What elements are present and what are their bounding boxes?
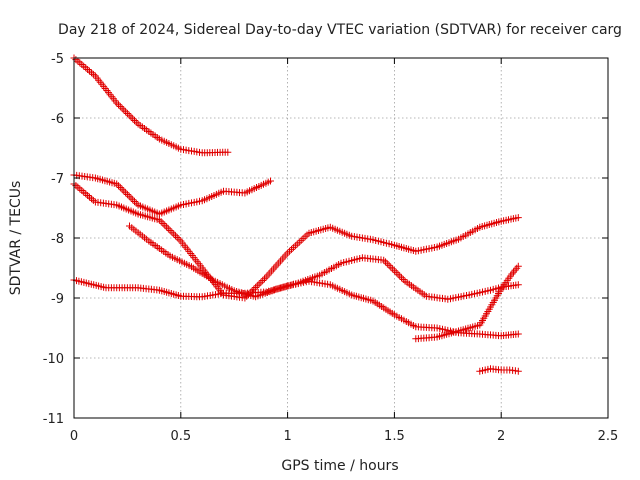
- data-point: [129, 196, 137, 204]
- tick-labels: 0 0.5 1 1.5 2 2.5 -11 -10 -9 -8 -7 -6 -5: [43, 52, 619, 444]
- data-point: [398, 274, 405, 282]
- data-point: [387, 263, 395, 271]
- y-tick-label: -5: [51, 52, 64, 67]
- data-point: [164, 225, 172, 233]
- data-point: [163, 223, 171, 231]
- y-tick-label: -6: [51, 112, 64, 127]
- data-point: [172, 232, 179, 240]
- data-point: [399, 276, 407, 283]
- data-point: [380, 256, 388, 264]
- data-point: [113, 180, 121, 188]
- data-point: [267, 177, 274, 185]
- data-point: [116, 103, 124, 110]
- data-point: [132, 199, 140, 207]
- series-track-1: [70, 54, 232, 157]
- x-axis-label: GPS time / hours: [281, 458, 398, 474]
- data-point: [168, 228, 176, 236]
- data-point: [382, 258, 389, 266]
- series-track-7: [476, 365, 522, 375]
- data-point: [394, 270, 402, 278]
- data-point: [514, 214, 522, 222]
- y-tick-label: -11: [43, 412, 64, 427]
- x-tick-label: 2: [497, 429, 505, 444]
- data-point: [383, 260, 391, 268]
- data-point: [118, 104, 126, 112]
- data-point: [84, 192, 92, 199]
- data-point: [116, 184, 124, 191]
- y-axis-label: SDTVAR / TECUs: [8, 181, 24, 296]
- y-tick-label: -9: [51, 292, 64, 307]
- data-point: [255, 280, 263, 288]
- data-point: [259, 277, 267, 284]
- data-point: [514, 367, 522, 375]
- data-point: [166, 227, 174, 234]
- x-tick-label: 1.5: [384, 429, 405, 444]
- grid: [74, 58, 608, 418]
- data-point: [113, 99, 121, 107]
- series-track-2: [70, 171, 274, 218]
- series-track-6: [412, 262, 522, 343]
- data-point: [125, 111, 133, 119]
- data-point: [261, 275, 268, 283]
- data-point: [514, 281, 522, 289]
- data-point: [127, 113, 135, 121]
- data-point: [131, 198, 138, 205]
- data-point: [127, 194, 135, 202]
- data-point: [390, 267, 398, 275]
- data-point: [250, 285, 258, 293]
- data-point: [514, 262, 522, 270]
- series-track-4: [126, 222, 522, 303]
- y-tick-label: -8: [51, 232, 64, 247]
- data-point: [389, 265, 397, 273]
- x-tick-label: 0.5: [170, 429, 191, 444]
- data-point: [392, 268, 400, 276]
- chart-title: Day 218 of 2024, Sidereal Day-to-day VTE…: [58, 22, 622, 38]
- series-track-3: [70, 180, 522, 302]
- data-point: [120, 187, 128, 195]
- data-point: [123, 191, 131, 198]
- data-point: [385, 261, 393, 269]
- data-point: [123, 110, 131, 117]
- x-tick-label: 1: [283, 429, 291, 444]
- y-tick-label: -7: [51, 172, 64, 187]
- data-point: [155, 216, 163, 224]
- data-point: [253, 282, 261, 290]
- data-point: [159, 220, 167, 227]
- data-marks: [70, 54, 522, 375]
- data-point: [129, 115, 137, 123]
- data-point: [125, 192, 133, 200]
- data-point: [122, 189, 130, 197]
- x-tick-label: 0: [70, 429, 78, 444]
- y-tick-label: -10: [43, 352, 64, 367]
- data-point: [118, 185, 126, 193]
- data-point: [161, 221, 169, 229]
- series-track-5: [70, 276, 522, 340]
- data-point: [175, 235, 183, 243]
- data-point: [170, 230, 178, 238]
- x-tick-label: 2.5: [598, 429, 619, 444]
- data-point: [514, 330, 522, 338]
- data-point: [224, 148, 232, 156]
- data-point: [84, 66, 92, 73]
- data-point: [115, 101, 122, 109]
- data-point: [257, 278, 265, 286]
- data-point: [115, 182, 122, 190]
- data-point: [122, 108, 130, 116]
- data-point: [173, 234, 181, 241]
- data-point: [157, 218, 165, 226]
- data-point: [396, 272, 404, 280]
- data-point: [120, 106, 128, 114]
- ticks: [73, 57, 609, 419]
- data-point: [132, 118, 140, 126]
- data-point: [131, 117, 138, 124]
